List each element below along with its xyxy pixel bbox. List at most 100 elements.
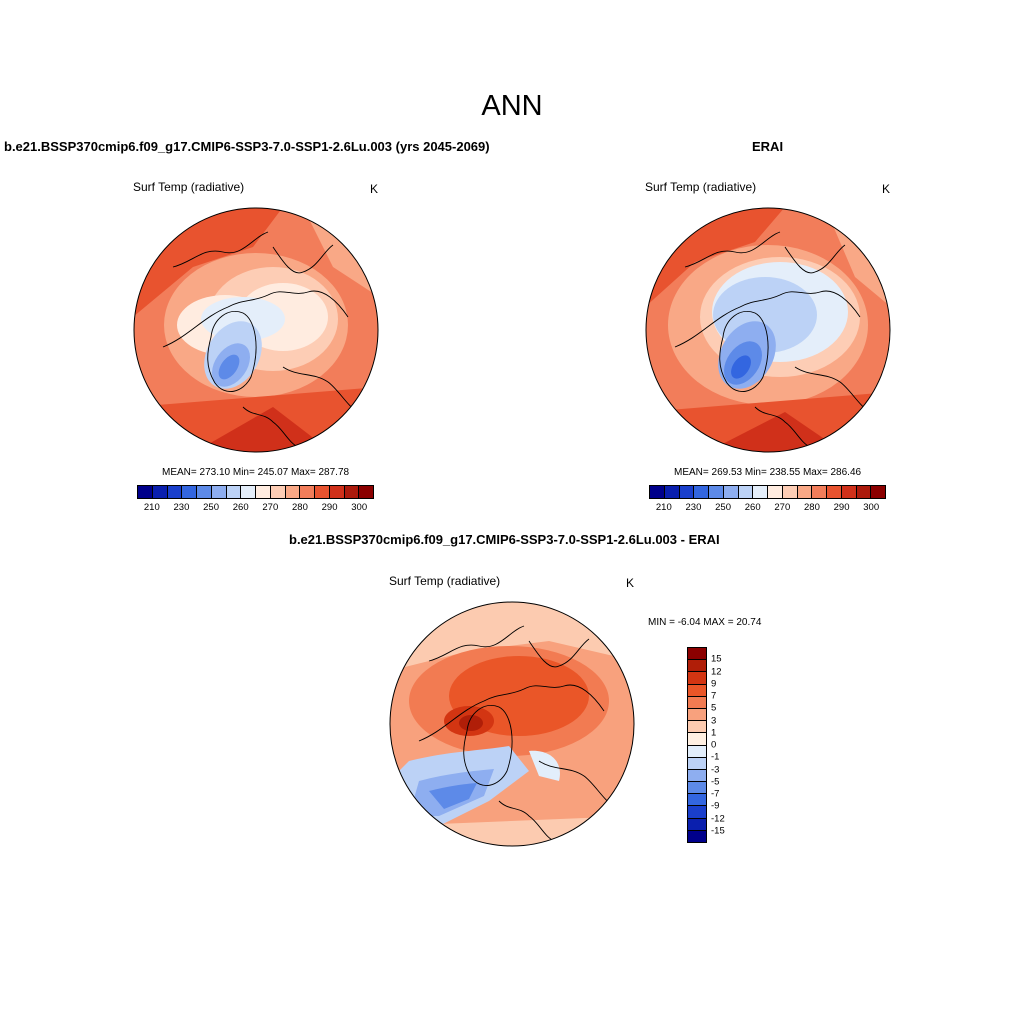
model-colorbar-segment [359,486,373,498]
model-colorbar-tick-label: 290 [321,502,338,513]
obs-colorbar-tick-label: 250 [715,502,731,513]
diff-colorbar [687,647,707,843]
diff-colorbar-tick-label: -9 [711,800,720,812]
diff-colorbar-segment [688,708,706,722]
diff-colorbar-segment [688,769,706,783]
model-colorbar-segment [167,486,183,498]
obs-colorbar-segment [856,486,872,498]
model-colorbar-tick-label: 260 [232,502,249,513]
diff-colorbar-tick-label: 1 [711,727,717,739]
diff-colorbar-tick-label: -1 [711,751,720,763]
diff-colorbar-segment [688,660,706,673]
model-units-label: K [370,182,379,196]
diff-colorbar-segment [688,757,706,770]
model-colorbar-tick-label: 230 [173,502,190,513]
obs-colorbar-tick-label: 300 [863,502,880,513]
diff-colorbar-labels: 15 12 9 7 5 3 1 0 -1 -3 -5 -7 -9 -12 -15 [711,647,741,843]
obs-units-label: K [882,182,891,196]
obs-colorbar-segment [738,486,754,498]
diff-colorbar-tick-label: -12 [711,813,725,824]
obs-colorbar-segment [768,486,783,498]
obs-colorbar-tick-label: 290 [833,502,850,513]
model-colorbar-segment [285,486,301,498]
diff-colorbar-segment [688,830,706,842]
model-panel-title: b.e21.BSSP370cmip6.f09_g17.CMIP6-SSP3-7.… [4,139,490,154]
obs-colorbar-segment [797,486,813,498]
obs-colorbar-tick-label: 260 [744,502,761,513]
obs-colorbar-segment [664,486,680,498]
obs-colorbar-segment [812,486,827,498]
diff-colorbar-tick-label: 5 [711,702,717,714]
obs-colorbar-segment [694,486,709,498]
model-colorbar-segment [344,486,360,498]
diff-colorbar-segment [688,672,706,685]
model-colorbar-tick-label: 270 [262,502,279,513]
obs-colorbar-segment [827,486,842,498]
diff-colorbar-tick-label: 3 [711,715,717,726]
model-colorbar-segment [315,486,330,498]
model-colorbar-segment [197,486,212,498]
diff-colorbar-segment [688,721,706,734]
diff-stats: MIN = -6.04 MAX = 20.74 [648,617,762,628]
obs-colorbar-tick-label: 210 [655,502,672,513]
obs-colorbar-segment [841,486,857,498]
diff-colorbar-tick-label: -7 [711,788,720,800]
model-colorbar-labels: 210 230 250 260 270 280 290 300 [137,502,374,516]
diff-colorbar-segment [688,733,706,746]
diff-colorbar-tick-label: 7 [711,690,717,702]
obs-colorbar-tick-label: 270 [774,502,791,513]
diff-colorbar-segment [688,806,706,819]
obs-variable-label: Surf Temp (radiative) [645,180,757,194]
diff-colorbar-tick-label: 12 [711,666,722,677]
diff-colorbar-segment [688,684,706,697]
diff-colorbar-segment [688,818,706,831]
obs-colorbar-segment [709,486,724,498]
model-colorbar-tick-label: 210 [143,502,160,513]
obs-colorbar-segment [871,486,885,498]
obs-colorbar-segment [650,486,665,498]
obs-colorbar-tick-label: 230 [685,502,702,513]
model-colorbar-segment [211,486,227,498]
model-colorbar-segment [329,486,345,498]
model-colorbar-tick-label: 250 [203,502,219,513]
diff-colorbar-tick-label: -5 [711,776,720,788]
figure-title: ANN [481,90,543,122]
obs-colorbar-tick-label: 280 [804,502,820,513]
obs-colorbar-segment [753,486,768,498]
diff-polar-map [389,601,635,847]
model-stats: MEAN= 273.10 Min= 245.07 Max= 287.78 [162,467,350,478]
model-colorbar-segment [270,486,286,498]
model-colorbar [137,485,374,499]
model-colorbar-segment [256,486,271,498]
diff-colorbar-tick-label: 15 [711,653,722,665]
obs-panel-title: ERAI [752,139,784,154]
diff-variable-label: Surf Temp (radiative) [389,574,501,588]
diff-colorbar-segment [688,745,706,758]
model-variable-label: Surf Temp (radiative) [133,180,245,194]
model-colorbar-segment [241,486,256,498]
model-colorbar-segment [152,486,168,498]
diff-units-label: K [626,576,635,590]
model-colorbar-segment [138,486,153,498]
model-colorbar-segment [300,486,315,498]
diff-colorbar-segment [688,782,706,795]
obs-stats: MEAN= 269.53 Min= 238.55 Max= 286.46 [674,467,862,478]
diff-colorbar-tick-label: -15 [711,825,725,837]
model-colorbar-segment [182,486,197,498]
obs-colorbar-segment [782,486,798,498]
diff-panel-title: b.e21.BSSP370cmip6.f09_g17.CMIP6-SSP3-7.… [289,532,720,547]
model-colorbar-tick-label: 280 [292,502,308,513]
model-colorbar-tick-label: 300 [351,502,368,513]
diff-colorbar-tick-label: 9 [711,678,717,690]
obs-colorbar-segment [679,486,695,498]
diff-colorbar-tick-label: -3 [711,764,720,775]
model-colorbar-segment [226,486,242,498]
diff-colorbar-segment [688,794,706,807]
diff-colorbar-tick-label: 0 [711,739,717,751]
model-polar-map [133,207,379,453]
obs-colorbar-segment [723,486,739,498]
diff-colorbar-segment [688,696,706,709]
diff-colorbar-segment [688,648,706,661]
obs-colorbar-labels: 210 230 250 260 270 280 290 300 [649,502,886,516]
obs-polar-map [645,207,891,453]
